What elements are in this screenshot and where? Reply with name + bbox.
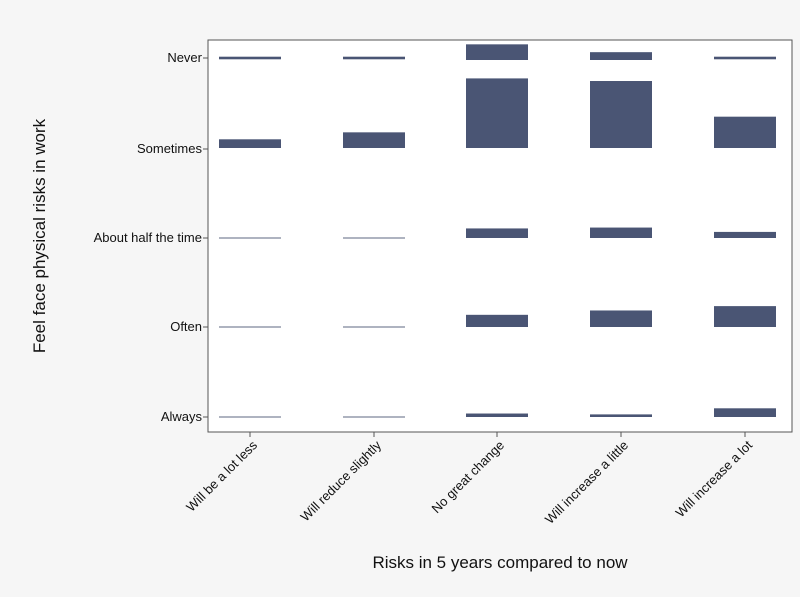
x-tick-label: Will increase a little [542,438,631,527]
bar-1-2 [343,56,405,60]
x-axis-label: Risks in 5 years compared to now [372,553,628,572]
bar-3-5 [714,231,776,238]
x-tick-label: No great change [429,438,508,517]
bar-3-3 [466,228,528,238]
y-axis: Never Sometimes About half the time Often Al… [94,50,208,424]
y-tick-label: Sometimes [137,141,203,156]
bar-5-1 [219,416,281,418]
y-tick-label: Never [167,50,202,65]
bars-group [219,44,776,418]
x-tick-label: Will be a lot less [183,437,260,514]
x-tick-label: Will increase a lot [672,437,755,520]
x-tick-label: Will reduce slightly [297,437,384,524]
bar-5-4 [590,414,652,417]
bar-2-1 [219,139,281,148]
bar-4-4 [590,310,652,327]
y-tick-label: About half the time [94,230,202,245]
bar-4-2 [343,326,405,328]
bar-3-1 [219,237,281,239]
bar-2-3 [466,78,528,148]
y-axis-label: Feel face physical risks in work [30,118,49,353]
bar-1-3 [466,44,528,60]
y-tick-label: Always [161,409,203,424]
bar-4-1 [219,326,281,328]
bar-1-1 [219,56,281,60]
bar-2-2 [343,132,405,148]
bar-2-4 [590,81,652,148]
bar-2-5 [714,116,776,148]
bar-3-2 [343,237,405,239]
bar-4-5 [714,306,776,327]
bar-5-5 [714,408,776,417]
bar-1-5 [714,56,776,60]
bar-1-4 [590,52,652,60]
bar-5-3 [466,413,528,417]
x-axis: Will be a lot less Will reduce slightly No… [183,432,755,527]
bar-3-4 [590,227,652,238]
bar-5-2 [343,416,405,418]
bar-4-3 [466,314,528,327]
y-tick-label: Often [170,319,202,334]
